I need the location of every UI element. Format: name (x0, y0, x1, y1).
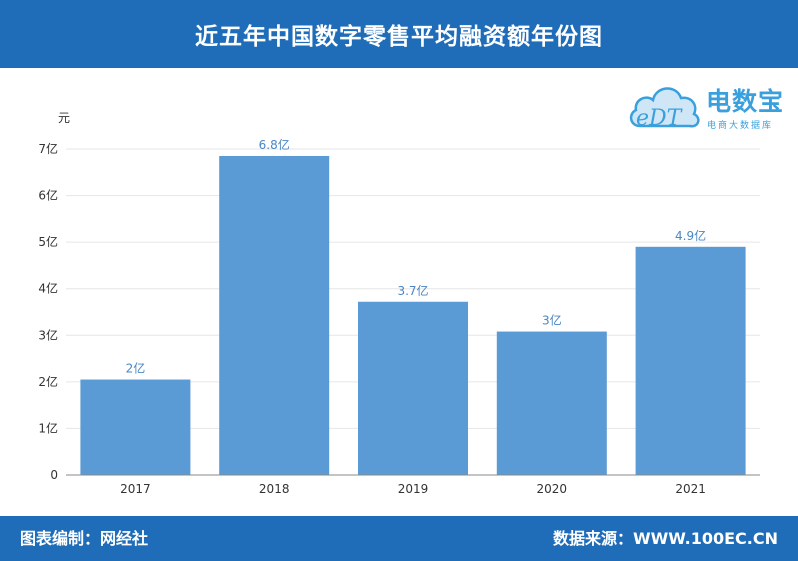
bar-2020 (496, 331, 607, 475)
data-label-2019: 3.7亿 (397, 283, 428, 298)
y-tick-label: 3亿 (38, 327, 58, 342)
bar-chart: 2亿 6.8亿 3.7亿 3亿 4.9亿 0 1亿 2亿 3亿 4亿 5亿 6亿 7亿 2017 2018… (38, 111, 760, 496)
x-tick-label-2017: 2017 (120, 482, 151, 496)
x-tick-label-2020: 2020 (537, 482, 568, 496)
footer-editor: 图表编制：网经社 (20, 529, 149, 548)
axis-ticks: 0 1亿 2亿 3亿 4亿 5亿 6亿 7亿 2017 2018 2019 2020 2021 (38, 141, 706, 496)
y-tick-label: 0 (50, 468, 58, 482)
x-tick-label-2021: 2021 (675, 482, 706, 496)
y-tick-label: 2亿 (38, 374, 58, 389)
y-tick-label: 5亿 (38, 234, 58, 249)
bar-2018 (219, 155, 330, 475)
logo-subtitle: 电商大数据库 (707, 121, 774, 131)
bar-2021 (635, 246, 746, 475)
data-labels: 2亿 6.8亿 3.7亿 3亿 4.9亿 (126, 137, 707, 376)
cloud-logo-icon: eDT (629, 87, 700, 131)
logo-name: 电数宝 (706, 87, 785, 116)
y-axis-unit-label: 元 (58, 111, 70, 125)
x-tick-label-2019: 2019 (398, 482, 429, 496)
data-label-2018: 6.8亿 (259, 137, 290, 152)
data-label-2021: 4.9亿 (675, 228, 706, 243)
data-label-2020: 3亿 (542, 313, 562, 328)
y-tick-label: 4亿 (38, 281, 58, 296)
x-tick-label-2018: 2018 (259, 482, 290, 496)
data-label-2017: 2亿 (126, 361, 146, 376)
footer-bar: 图表编制：网经社 数据来源：WWW.100EC.CN (0, 516, 798, 561)
header-bar: 近五年中国数字零售平均融资额年份图 (0, 0, 798, 68)
y-tick-label: 1亿 (38, 420, 58, 435)
brand-logo: eDT 电数宝 电商大数据库 (626, 76, 791, 138)
bar-2019 (358, 301, 468, 475)
page-title: 近五年中国数字零售平均融资额年份图 (195, 24, 603, 50)
bar-2017 (80, 379, 191, 475)
logo-mark-text: eDT (636, 106, 684, 131)
bars (80, 155, 746, 475)
y-tick-label: 6亿 (38, 188, 58, 203)
y-tick-label: 7亿 (38, 141, 58, 156)
footer-source: 数据来源：WWW.100EC.CN (552, 529, 778, 548)
